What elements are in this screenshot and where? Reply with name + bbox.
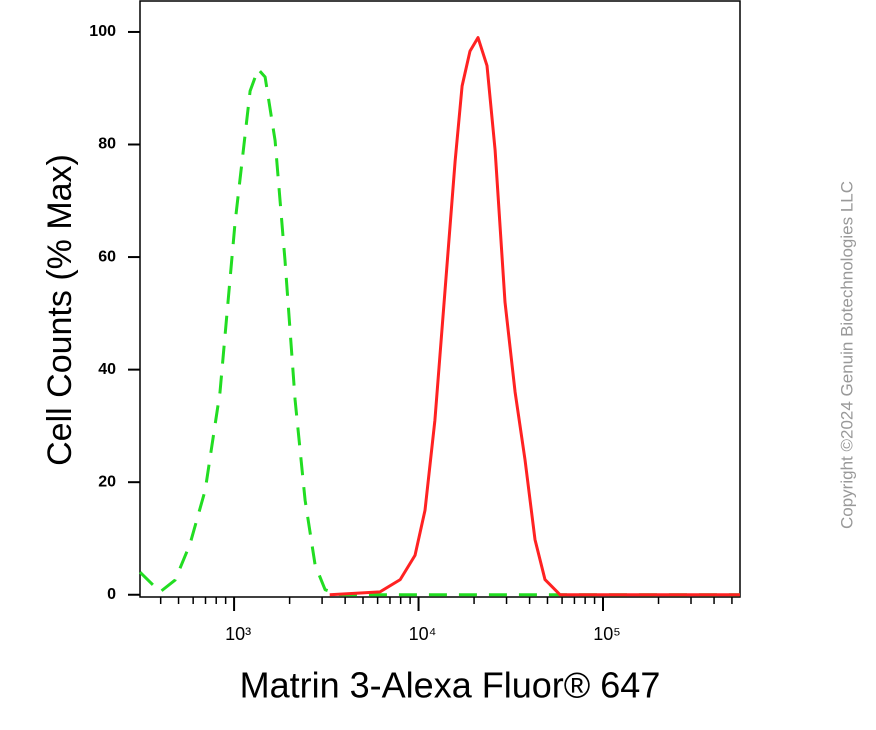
x-axis-label: Matrin 3-Alexa Fluor® 647 [240, 665, 661, 706]
histogram-line [329, 36, 740, 597]
y-tick-label: 0 [107, 586, 116, 603]
y-tick-label: 80 [98, 136, 116, 153]
x-tick-label: 10³ [225, 624, 251, 644]
y-tick-label: 60 [98, 248, 116, 265]
plot-frame [139, 0, 741, 598]
x-tick-label: 10⁵ [593, 624, 620, 644]
x-tick-label: 10⁴ [409, 624, 437, 644]
y-tick-label: 40 [98, 361, 116, 378]
watermark: Copyright ©2024 Genuin Biotechnologies L… [837, 181, 856, 529]
histogram-line [138, 67, 740, 597]
y-tick-label: 20 [98, 473, 116, 490]
y-tick-label: 100 [89, 23, 116, 40]
y-axis-label: Cell Counts (% Max) [41, 154, 79, 466]
